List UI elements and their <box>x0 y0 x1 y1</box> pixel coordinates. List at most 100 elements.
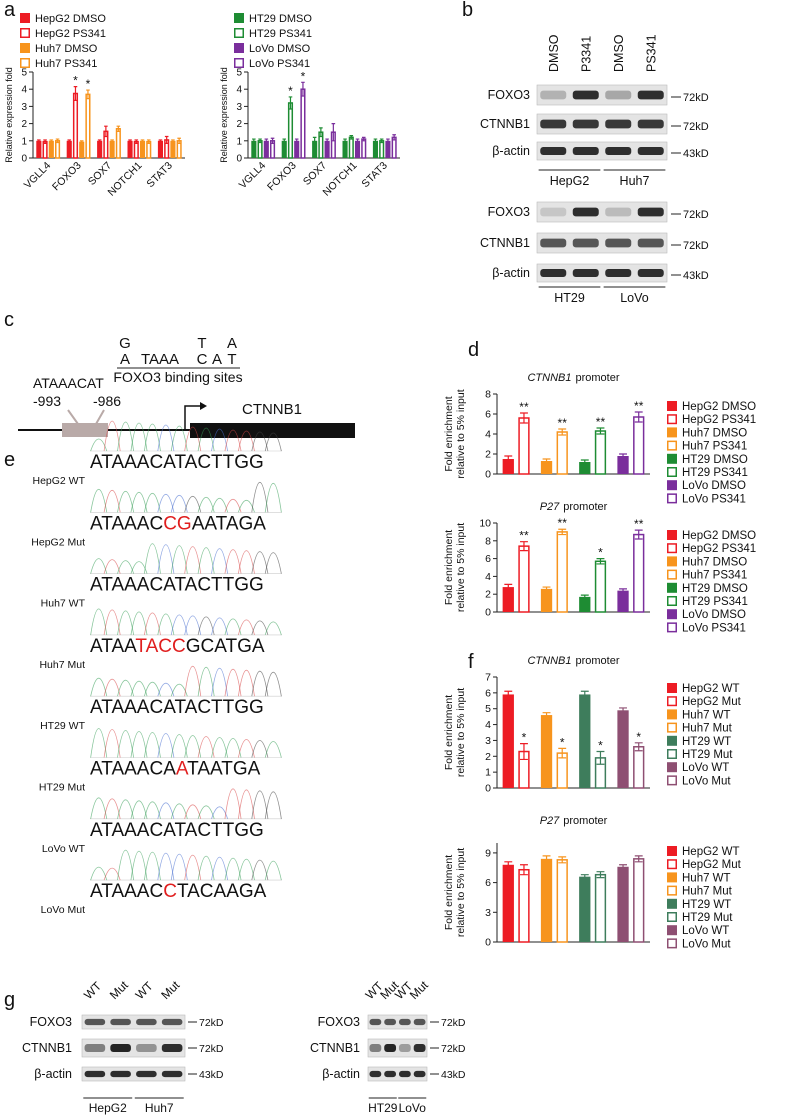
trace-peak <box>117 421 135 452</box>
y-axis-label: relative to 5% input <box>455 389 467 478</box>
significance-mark: ** <box>558 516 568 530</box>
group-label: LoVo <box>620 291 649 305</box>
legend-swatch <box>667 401 677 411</box>
size-label: 72kD <box>683 121 709 133</box>
error-bar <box>520 412 528 424</box>
y-tick-label: 6 <box>485 877 491 889</box>
y-axis-label: Relative expression fold <box>219 67 229 163</box>
blot-band <box>605 269 632 277</box>
lane-label: PS341 <box>645 34 659 72</box>
y-tick-label: 4 <box>236 85 242 96</box>
blot-band <box>572 207 599 217</box>
y-axis-label: Fold enrichment <box>443 855 455 930</box>
bar <box>594 873 607 943</box>
panel-label: a <box>4 0 16 21</box>
panel-label: g <box>4 989 15 1011</box>
legend-label: LoVo PS341 <box>682 493 746 505</box>
legend-swatch <box>667 859 677 870</box>
chart-title: P27 promoter <box>540 501 608 513</box>
y-tick-label: 3 <box>485 735 491 747</box>
sample-label: HT29 Mut <box>39 782 85 794</box>
blot-band <box>369 1044 382 1052</box>
error-bar <box>343 138 347 144</box>
bar <box>36 140 42 158</box>
legend-swatch <box>667 543 677 554</box>
bar <box>385 140 391 158</box>
panel-label: d <box>468 339 479 361</box>
bar <box>633 858 645 943</box>
blot-band <box>605 147 632 155</box>
motif-base: T <box>227 351 236 368</box>
legend-label: HepG2 Mut <box>682 696 742 708</box>
size-label: 43kD <box>683 148 709 160</box>
y-tick-label: 3 <box>236 102 242 113</box>
gene-body <box>190 423 355 438</box>
error-bar <box>619 588 627 594</box>
sequence: ATAATACCGCATGA <box>90 636 265 657</box>
lane-label: P3341 <box>580 36 594 72</box>
blot-strip <box>81 1066 186 1082</box>
title-gene: CTNNB1 <box>527 372 571 384</box>
error-bar <box>558 856 567 864</box>
size-label: 72kD <box>683 92 709 104</box>
blot-strip <box>536 84 668 106</box>
sequence-segment: ATAAACATACTTGG <box>90 697 264 718</box>
y-tick-label: 4 <box>485 429 491 441</box>
sample-label: Huh7 Mut <box>39 659 85 671</box>
bar <box>170 140 176 158</box>
trace-peak <box>143 543 161 574</box>
legend-swatch <box>20 28 30 38</box>
blot-band <box>605 90 632 100</box>
legend-label: Huh7 Mut <box>682 723 733 735</box>
bar <box>502 694 514 788</box>
legend-swatch <box>667 775 677 786</box>
lane-label: DMSO <box>612 34 626 72</box>
error-bar <box>520 864 528 876</box>
protein-label: β-actin <box>322 1067 360 1081</box>
bar <box>617 590 629 612</box>
blot-band <box>384 1044 397 1052</box>
blot-band <box>84 1070 106 1078</box>
size-label: 72kD <box>683 240 709 252</box>
legend-swatch <box>667 582 677 593</box>
trace-peak <box>117 849 135 881</box>
legend-swatch <box>667 885 677 896</box>
legend-label: Huh7 Mut <box>682 886 733 898</box>
error-bar <box>634 855 643 863</box>
legend-swatch <box>667 898 677 909</box>
size-label: 43kD <box>683 270 709 282</box>
legend-label: LoVo Mut <box>682 775 731 787</box>
protein-label: FOXO3 <box>488 88 530 102</box>
significance-mark: * <box>86 77 91 91</box>
blot-band <box>369 1018 382 1026</box>
y-tick-label: 3 <box>21 102 27 113</box>
bar <box>372 140 379 158</box>
error-bar <box>294 138 299 144</box>
bar <box>579 694 591 788</box>
bar <box>342 140 348 158</box>
blot-band <box>398 1018 411 1026</box>
motif-base: A <box>120 351 130 368</box>
size-label: 72kD <box>683 209 709 221</box>
bar <box>42 140 48 159</box>
bar <box>133 140 139 159</box>
blot-strip <box>367 1038 428 1058</box>
error-bar <box>504 861 513 869</box>
y-tick-label: 5 <box>21 68 27 79</box>
trace-peak <box>237 499 255 513</box>
legend-label: LoVo DMSO <box>682 480 746 492</box>
legend-label: HepG2 DMSO <box>682 530 756 542</box>
y-tick-label: 0 <box>485 469 491 481</box>
trace-peak <box>264 432 282 452</box>
y-axis-label: relative to 5% input <box>455 523 467 612</box>
legend-label: LoVo DMSO <box>249 43 311 55</box>
bar <box>54 140 61 159</box>
legend-swatch <box>667 696 677 707</box>
significance-mark: ** <box>558 416 568 430</box>
bar <box>146 140 152 159</box>
significance-mark: * <box>636 730 641 744</box>
y-tick-label: 2 <box>21 119 27 130</box>
y-tick-label: 1 <box>485 767 491 779</box>
sequence-segment: ATAAACATACTTGG <box>90 820 264 841</box>
significance-mark: ** <box>634 399 644 413</box>
